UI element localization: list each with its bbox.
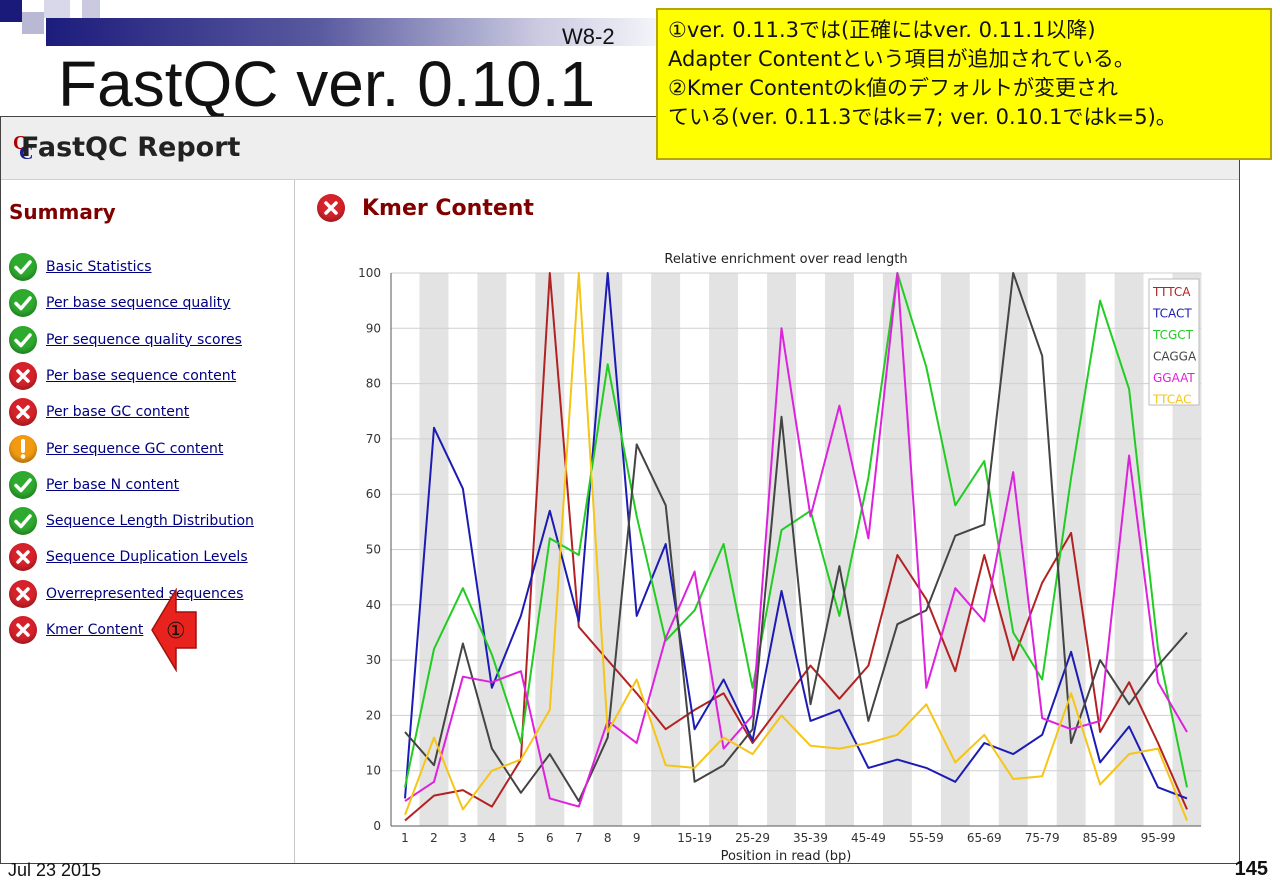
- series-line-tcgct: [404, 272, 1188, 788]
- series-line-ttcac: [404, 272, 1188, 821]
- module-item[interactable]: Basic Statistics: [9, 252, 152, 282]
- y-tick-label: 30: [366, 653, 381, 667]
- x-tick-label: 35-39: [793, 831, 828, 845]
- module-link[interactable]: Basic Statistics: [46, 259, 152, 275]
- legend-item: TTCAC: [1152, 393, 1192, 407]
- note-line: ている(ver. 0.11.3ではk=7; ver. 0.10.1ではk=5)。: [668, 105, 1177, 129]
- module-link[interactable]: Per base sequence content: [46, 367, 237, 384]
- main-panel: Kmer Content 0 10 20 30 40 50 60 70 80 90 100 1 2 3 4 5…: [295, 180, 1239, 864]
- pass-icon: [9, 507, 37, 536]
- y-tick-label: 50: [366, 543, 381, 557]
- module-item[interactable]: Sequence Duplication Levels: [9, 542, 248, 572]
- module-item[interactable]: Per base N content: [9, 470, 179, 500]
- x-tick-label: 95-99: [1141, 831, 1176, 845]
- pass-icon: [9, 289, 37, 318]
- fastqc-report-window: Q C FastQC Report Summary Basic Statisti…: [0, 116, 1240, 864]
- x-tick-label: 1: [401, 831, 409, 845]
- fail-icon: [9, 579, 37, 608]
- x-tick-label: 4: [488, 831, 496, 845]
- slide-title: FastQC ver. 0.10.1: [58, 48, 596, 120]
- x-tick-label: 2: [430, 831, 438, 845]
- x-tick-label: 6: [546, 831, 554, 845]
- y-tick-label: 20: [366, 708, 381, 722]
- fail-icon: [317, 194, 345, 222]
- module-link[interactable]: Overrepresented sequences: [46, 585, 244, 602]
- y-tick-label: 10: [366, 764, 381, 778]
- note-line: Adapter Contentという項目が追加されている。: [668, 47, 1135, 71]
- page-number: 145: [1234, 858, 1268, 880]
- module-link[interactable]: Per base N content: [46, 476, 180, 493]
- module-link[interactable]: Sequence Duplication Levels: [46, 549, 248, 566]
- legend-item: TCACT: [1152, 307, 1192, 321]
- series-line-cagga: [404, 272, 1188, 803]
- module-item[interactable]: Sequence Length Distribution: [9, 506, 254, 536]
- x-tick-label: 7: [575, 831, 583, 845]
- svg-text:Q: Q: [13, 132, 29, 154]
- y-tick-label: 40: [366, 598, 381, 612]
- arrow-label: ①: [166, 619, 186, 644]
- kmer-content-chart: 0 10 20 30 40 50 60 70 80 90 100 1 2 3 4 5 6 7 8 9 15-19 25-2…: [358, 252, 1202, 864]
- module-link[interactable]: Kmer Content: [46, 622, 144, 638]
- y-tick-label: 80: [366, 377, 381, 391]
- x-tick-label: 5: [517, 831, 525, 845]
- x-tick-label: 25-29: [735, 831, 770, 845]
- x-axis-label: Position in read (bp): [721, 849, 852, 864]
- module-item[interactable]: Per sequence GC content: [9, 434, 223, 464]
- pass-icon: [9, 470, 37, 499]
- fail-icon: [9, 543, 37, 572]
- x-tick-label: 9: [633, 831, 641, 845]
- y-tick-label: 60: [366, 487, 381, 501]
- legend-item: CAGGA: [1153, 350, 1197, 364]
- legend-item: TCGCT: [1152, 328, 1194, 342]
- fail-icon: [9, 398, 37, 427]
- fastqc-logo-icon: Q C: [13, 132, 33, 161]
- pass-icon: [9, 253, 37, 281]
- note-line: ②Kmer Contentのk値のデフォルトが変更され: [668, 76, 1118, 100]
- x-tick-label: 45-49: [851, 831, 886, 845]
- module-item[interactable]: Per base sequence quality: [9, 288, 230, 318]
- x-tick-label: 65-69: [967, 831, 1002, 845]
- module-item[interactable]: Per sequence quality scores: [9, 325, 242, 355]
- pass-icon: [9, 325, 37, 354]
- note-box: ①ver. 0.11.3では(正確にはver. 0.11.1以降) Adapte…: [656, 8, 1272, 160]
- red-arrow-annotation: ①: [151, 588, 197, 672]
- legend-box: [1148, 278, 1200, 406]
- module-link[interactable]: Per base GC content: [46, 404, 190, 421]
- report-title: FastQC Report: [21, 132, 241, 163]
- module-item[interactable]: Kmer Content: [9, 615, 143, 645]
- y-tick-label: 0: [373, 819, 381, 833]
- main-heading: Kmer Content: [317, 194, 534, 222]
- module-item[interactable]: Per base sequence content: [9, 361, 236, 391]
- module-link[interactable]: Per sequence quality scores: [46, 331, 242, 348]
- module-link[interactable]: Per base sequence quality: [46, 295, 231, 312]
- slide-date: Jul 23 2015: [8, 860, 102, 880]
- x-tick-label: 8: [604, 831, 612, 845]
- x-tick-label: 75-79: [1025, 831, 1060, 845]
- fail-icon: [9, 616, 37, 644]
- slide-tag: W8-2: [562, 24, 615, 49]
- series-line-tcact: [404, 272, 1188, 800]
- slide-title-bar: [46, 18, 656, 46]
- x-tick-label: 85-89: [1083, 831, 1118, 845]
- summary-sidebar: Summary Basic Statistics Per base sequenc…: [1, 180, 295, 863]
- summary-heading: Summary: [9, 200, 116, 224]
- module-item[interactable]: Per base GC content: [9, 397, 189, 427]
- y-tick-label: 70: [366, 432, 381, 446]
- y-tick-label: 100: [358, 266, 381, 280]
- legend-item: GGAAT: [1153, 371, 1195, 385]
- x-tick-label: 3: [459, 831, 467, 845]
- y-tick-label: 90: [366, 321, 381, 335]
- x-tick-label: 55-59: [909, 831, 944, 845]
- x-tick-label: 15-19: [677, 831, 712, 845]
- fail-icon: [9, 361, 37, 390]
- svg-text:C: C: [19, 142, 33, 161]
- legend-item: TTTCA: [1152, 285, 1191, 299]
- chart-title: Relative enrichment over read length: [664, 252, 907, 267]
- main-heading-label: Kmer Content: [362, 195, 534, 221]
- module-link[interactable]: Per sequence GC content: [46, 440, 224, 457]
- module-item[interactable]: Overrepresented sequences: [9, 579, 243, 609]
- warn-icon: [9, 434, 37, 463]
- note-line: ①ver. 0.11.3では(正確にはver. 0.11.1以降): [668, 18, 1096, 42]
- module-link[interactable]: Sequence Length Distribution: [46, 513, 254, 530]
